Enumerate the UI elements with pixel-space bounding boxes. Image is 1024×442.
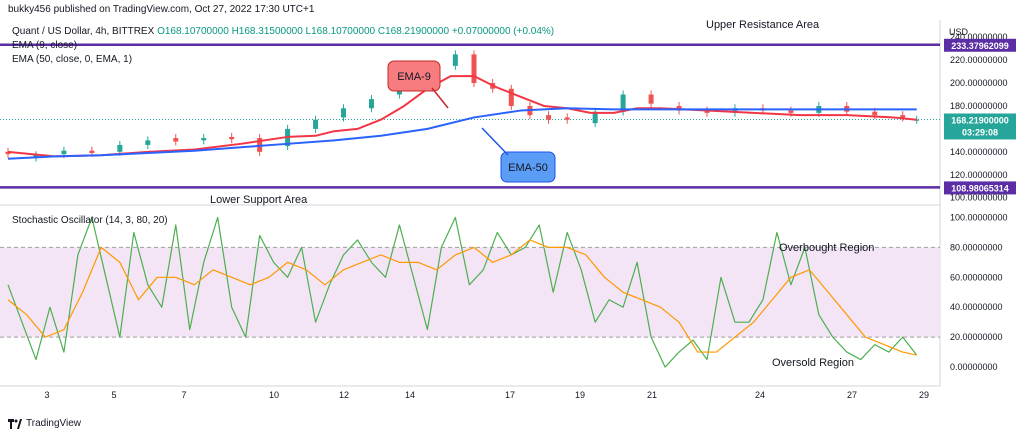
price-tick-label: 120.00000000 [950, 170, 1008, 180]
osc-tick-label: 40.00000000 [950, 302, 1003, 312]
ema9-pointer [431, 87, 449, 109]
lower-level-badge-text: 108.98065314 [951, 183, 1009, 193]
osc-tick-label: 100.00000000 [950, 212, 1008, 222]
time-tick-label: 12 [339, 390, 349, 400]
osc-tick-label: 80.00000000 [950, 242, 1003, 252]
ohlc-change: +0.07000000 (+0.04%) [451, 26, 555, 37]
candle-body [620, 94, 626, 112]
ema50-line [7, 107, 917, 160]
price-tick-label: 140.00000000 [950, 147, 1008, 157]
symbol-title: Quant / US Dollar, 4h, BITTREX [12, 26, 155, 37]
currency-label: USD [949, 27, 969, 37]
upper-level-badge-text: 233.37962099 [951, 41, 1009, 51]
candle-body [313, 119, 319, 129]
price-tick-label: 100.00000000 [950, 193, 1008, 203]
price-tick-label: 200.00000000 [950, 78, 1008, 88]
ema50-callout [500, 151, 556, 183]
candle-body [900, 115, 906, 118]
ema50-callout-label: EMA-50 [508, 162, 548, 174]
candle-body [872, 111, 878, 116]
candle-body [564, 117, 570, 120]
candle-body [201, 138, 207, 141]
candle-body [452, 54, 458, 66]
candle-body [788, 110, 794, 113]
candle-body [173, 138, 179, 142]
candle-body [648, 94, 654, 104]
time-tick-label: 5 [111, 390, 116, 400]
last-price-badge-text: 03:29:08 [962, 127, 998, 137]
ema9-callout-label: EMA-9 [397, 71, 431, 83]
price-tick-label: 180.00000000 [950, 101, 1008, 111]
stochastic-k-line [7, 216, 918, 368]
upper-resistance-label: Upper Resistance Area [706, 19, 820, 31]
time-tick-label: 21 [647, 390, 657, 400]
lower-level-badge [944, 181, 1016, 195]
time-tick-label: 27 [847, 390, 857, 400]
time-tick-label: 17 [505, 390, 515, 400]
candle-body [704, 110, 710, 113]
ohlc-low: L168.10700000 [305, 26, 376, 37]
time-tick-label: 3 [44, 390, 49, 400]
ohlc-open: O168.10700000 [157, 26, 229, 37]
stochastic-legend[interactable]: Stochastic Oscillator (14, 3, 80, 20) [12, 215, 168, 226]
osc-tick-label: 20.00000000 [950, 332, 1003, 342]
osc-tick-label: 0.00000000 [950, 362, 998, 372]
osc-tick-label: 60.00000000 [950, 272, 1003, 282]
candle-body [508, 88, 514, 106]
lower-support-label: Lower Support Area [210, 194, 308, 206]
time-tick-label: 19 [575, 390, 585, 400]
overbought-label: Overbought Region [779, 242, 874, 254]
tradingview-logo-icon [8, 418, 22, 429]
tradingview-brand: TradingView [26, 418, 82, 429]
candle-body [368, 99, 374, 109]
price-tick-label: 240.00000000 [950, 32, 1008, 42]
ohlc-close: C168.21900000 [377, 26, 450, 37]
candle-body [914, 119, 920, 121]
candle-body [341, 108, 347, 118]
stochastic-band [0, 247, 940, 338]
last-price-badge-text: 168.21900000 [951, 115, 1009, 125]
candle-body [61, 150, 67, 155]
time-tick-label: 29 [919, 390, 929, 400]
ema9-line [7, 75, 917, 158]
time-tick-label: 7 [181, 390, 186, 400]
candle-body [229, 136, 235, 140]
candle-body [732, 108, 738, 113]
ema9-legend[interactable]: EMA (9, close) [12, 40, 78, 51]
candle-body [471, 54, 477, 84]
ema50-legend[interactable]: EMA (50, close, 0, EMA, 1) [12, 54, 133, 65]
time-tick-label: 10 [269, 390, 279, 400]
ema9-callout [387, 60, 441, 92]
tradingview-footer[interactable]: TradingView [8, 418, 81, 429]
candle-body [117, 144, 123, 152]
published-header: bukky456 published on TradingView.com, O… [8, 4, 315, 15]
time-tick-label: 14 [405, 390, 415, 400]
candle-body [145, 140, 151, 145]
candle-body [89, 150, 95, 153]
ohlc-high: H168.31500000 [231, 26, 303, 37]
stochastic-d-line [7, 239, 917, 356]
price-tick-label: 220.00000000 [950, 55, 1008, 65]
last-price-badge [944, 113, 1016, 140]
symbol-legend: Quant / US Dollar, 4h, BITTREX O168.1070… [12, 26, 554, 37]
candle-body [546, 115, 552, 120]
oversold-label: Oversold Region [772, 357, 854, 369]
time-tick-label: 24 [755, 390, 765, 400]
candle-body [592, 111, 598, 124]
upper-level-badge [944, 38, 1016, 52]
ema50-pointer [481, 127, 509, 156]
candle-body [5, 151, 11, 155]
